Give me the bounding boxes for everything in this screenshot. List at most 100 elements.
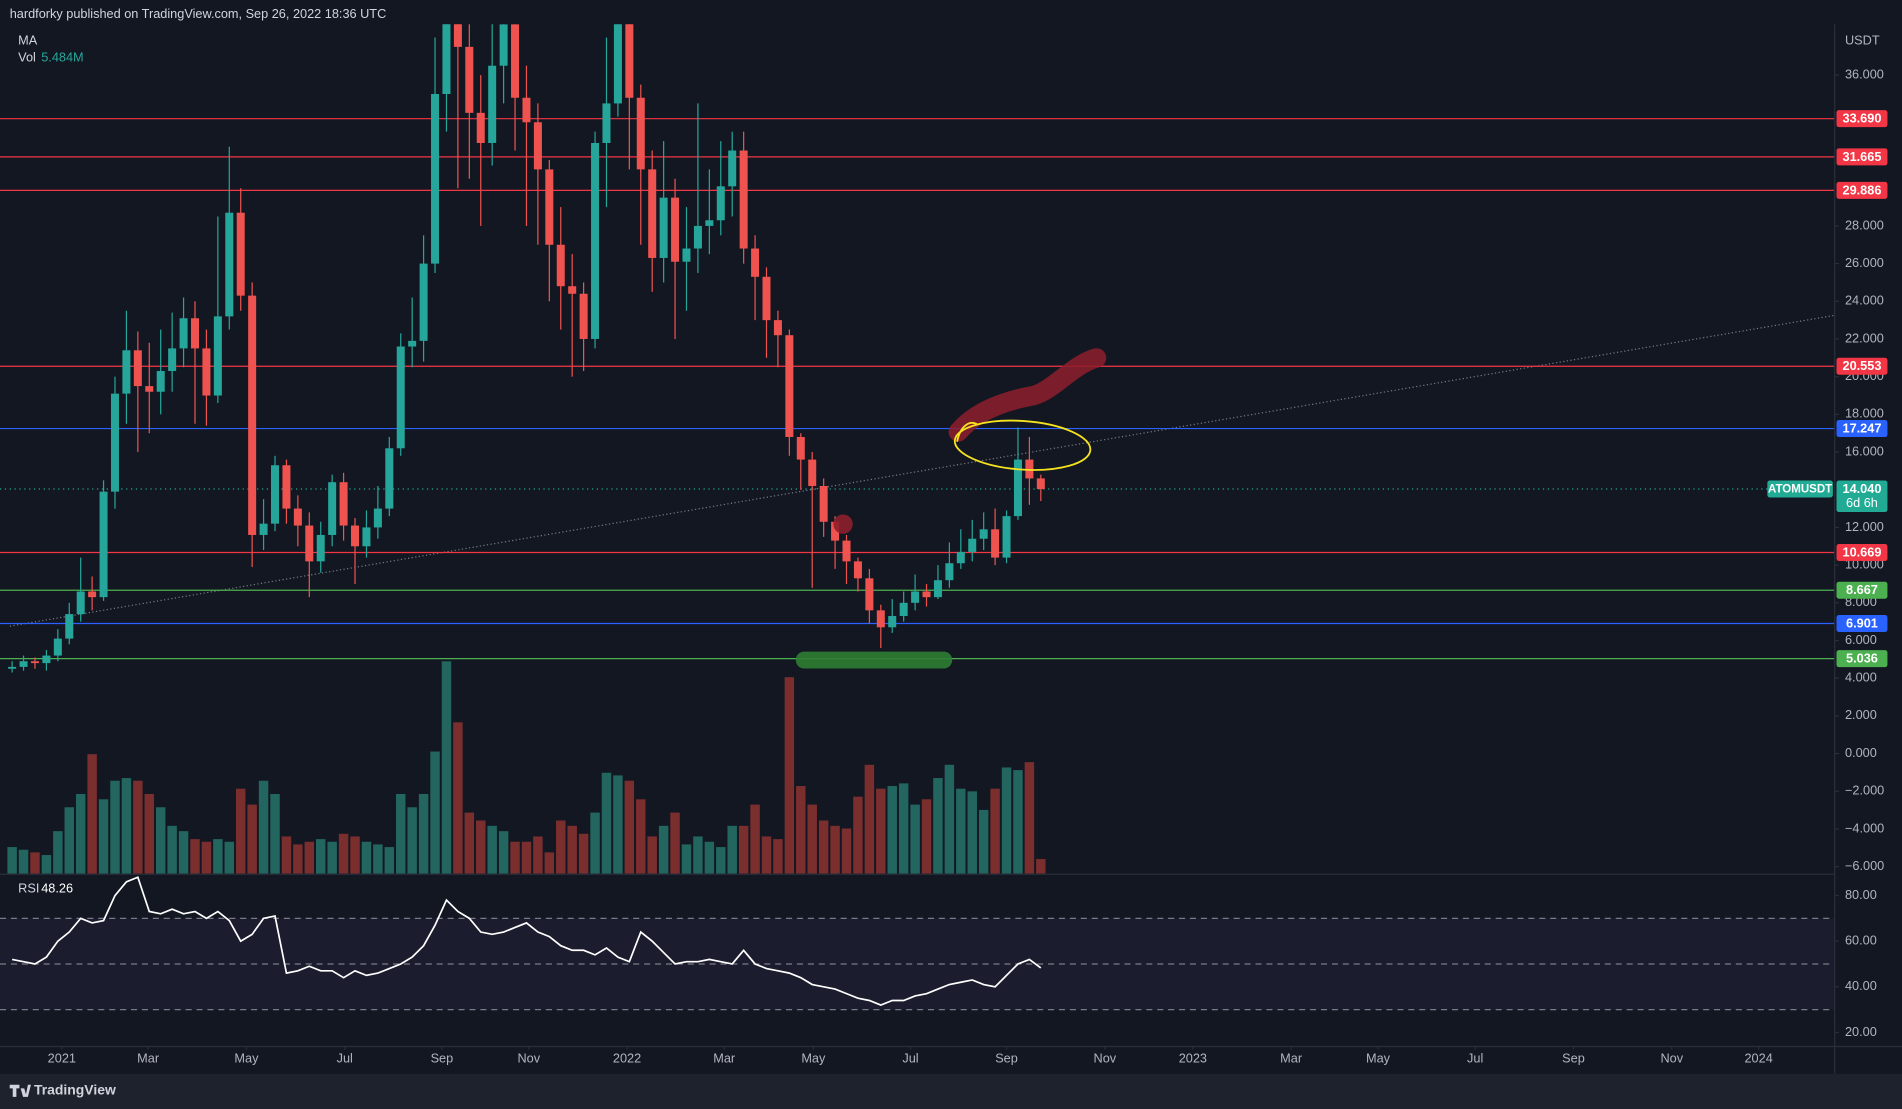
indicator-label: MA — [18, 33, 38, 48]
volume-bar — [921, 799, 932, 874]
candle-body — [591, 142, 600, 339]
trendline — [9, 314, 1835, 627]
level-tag-label: 20.553 — [1843, 358, 1882, 373]
candle-body — [1025, 459, 1034, 479]
x-tick-label: May — [801, 1051, 826, 1066]
candle-body — [705, 220, 714, 226]
volume-bar — [910, 804, 920, 874]
volume-bar — [784, 677, 795, 874]
volume-bar — [258, 780, 269, 874]
volume-bar — [418, 793, 429, 874]
volume-bar — [441, 661, 452, 874]
volume-bar — [384, 847, 395, 874]
candle-body — [76, 591, 85, 615]
volume-bar — [350, 836, 360, 874]
drawings — [795, 348, 1107, 669]
candle-body — [533, 122, 542, 170]
volume-bar — [155, 807, 166, 874]
x-tick-label: 2022 — [613, 1051, 641, 1066]
volume-bar — [213, 839, 223, 874]
level-tag-label: 6.901 — [1846, 615, 1878, 630]
candle-body — [751, 248, 760, 277]
candle-body — [328, 482, 337, 535]
candle-body — [168, 348, 177, 372]
candle-body — [1002, 516, 1011, 558]
candle-body — [819, 485, 828, 522]
candle-body — [842, 540, 851, 562]
candle-body — [671, 197, 680, 262]
volume-bar — [704, 841, 715, 874]
y-tick-label: 28.000 — [1845, 217, 1884, 232]
volume-bar — [144, 793, 155, 874]
candle-body — [453, 24, 462, 47]
x-tick-label: 2023 — [1179, 1051, 1207, 1066]
candle-body — [499, 24, 508, 66]
volume-bar — [430, 751, 440, 874]
candle-body — [785, 335, 794, 437]
rsi-label: RSI — [18, 881, 39, 896]
level-tag-label: 29.886 — [1843, 182, 1882, 197]
candle-body — [30, 661, 39, 664]
volume-bar — [75, 793, 86, 874]
volume-bar — [476, 820, 486, 874]
volume-bar — [556, 820, 566, 874]
volume-bar — [327, 841, 337, 874]
candle-body — [945, 563, 954, 581]
candle-body — [522, 97, 531, 123]
level-tag — [1836, 357, 1888, 375]
candle-body — [613, 24, 622, 104]
level-tag — [1836, 148, 1888, 166]
x-tick-label: Mar — [137, 1051, 160, 1066]
candle-body — [65, 614, 74, 639]
candle-body — [979, 529, 988, 539]
volume-bar — [41, 855, 52, 874]
volume-bar — [681, 844, 692, 874]
y-tick-label: 6.000 — [1845, 632, 1877, 647]
dot-marker — [833, 514, 853, 534]
volume-bar — [338, 833, 349, 874]
x-tick-label: May — [1366, 1051, 1391, 1066]
candle-body — [602, 103, 611, 143]
x-tick-label: Nov — [1094, 1051, 1117, 1066]
volume-bar — [18, 849, 29, 874]
candle-body — [419, 263, 428, 341]
footer-logo — [9, 1084, 31, 1097]
volume-bar — [956, 788, 966, 874]
volume-bar — [53, 831, 63, 874]
candle-body — [362, 527, 371, 547]
candle-body — [431, 93, 440, 264]
y-tick-label: 12.000 — [1845, 519, 1884, 534]
y-tick-label: 22.000 — [1845, 330, 1884, 345]
x-tick-label: Nov — [517, 1051, 540, 1066]
candle-body — [991, 529, 1000, 558]
x-tick-label: Mar — [713, 1051, 736, 1066]
volume-bar — [190, 839, 200, 874]
candle-body — [259, 523, 268, 535]
volume-bar — [933, 778, 943, 874]
volume-bar — [601, 772, 612, 874]
candle-body — [545, 169, 554, 245]
x-tick-label: Sep — [1562, 1051, 1585, 1066]
volume-bar — [853, 796, 863, 874]
volume-bar — [293, 844, 303, 874]
circle-marker-tail — [956, 421, 979, 442]
volume-bar — [533, 836, 543, 874]
support-highlight — [795, 651, 953, 669]
level-tag — [1836, 420, 1888, 438]
volume-bar — [693, 836, 703, 874]
level-tag-label: 17.247 — [1843, 421, 1882, 436]
candle-body — [99, 491, 108, 598]
candle-body — [190, 318, 200, 349]
x-tick-label: Sep — [431, 1051, 454, 1066]
candle-body — [42, 655, 51, 664]
volume-bar — [224, 841, 235, 874]
y-tick-label: 0.000 — [1845, 745, 1877, 760]
volume-bar — [647, 836, 657, 874]
candle-body — [659, 197, 668, 258]
level-tag — [1836, 581, 1888, 599]
candle-body — [465, 46, 474, 113]
candle-body — [693, 225, 702, 249]
y-tick-label: 36.000 — [1845, 67, 1884, 82]
